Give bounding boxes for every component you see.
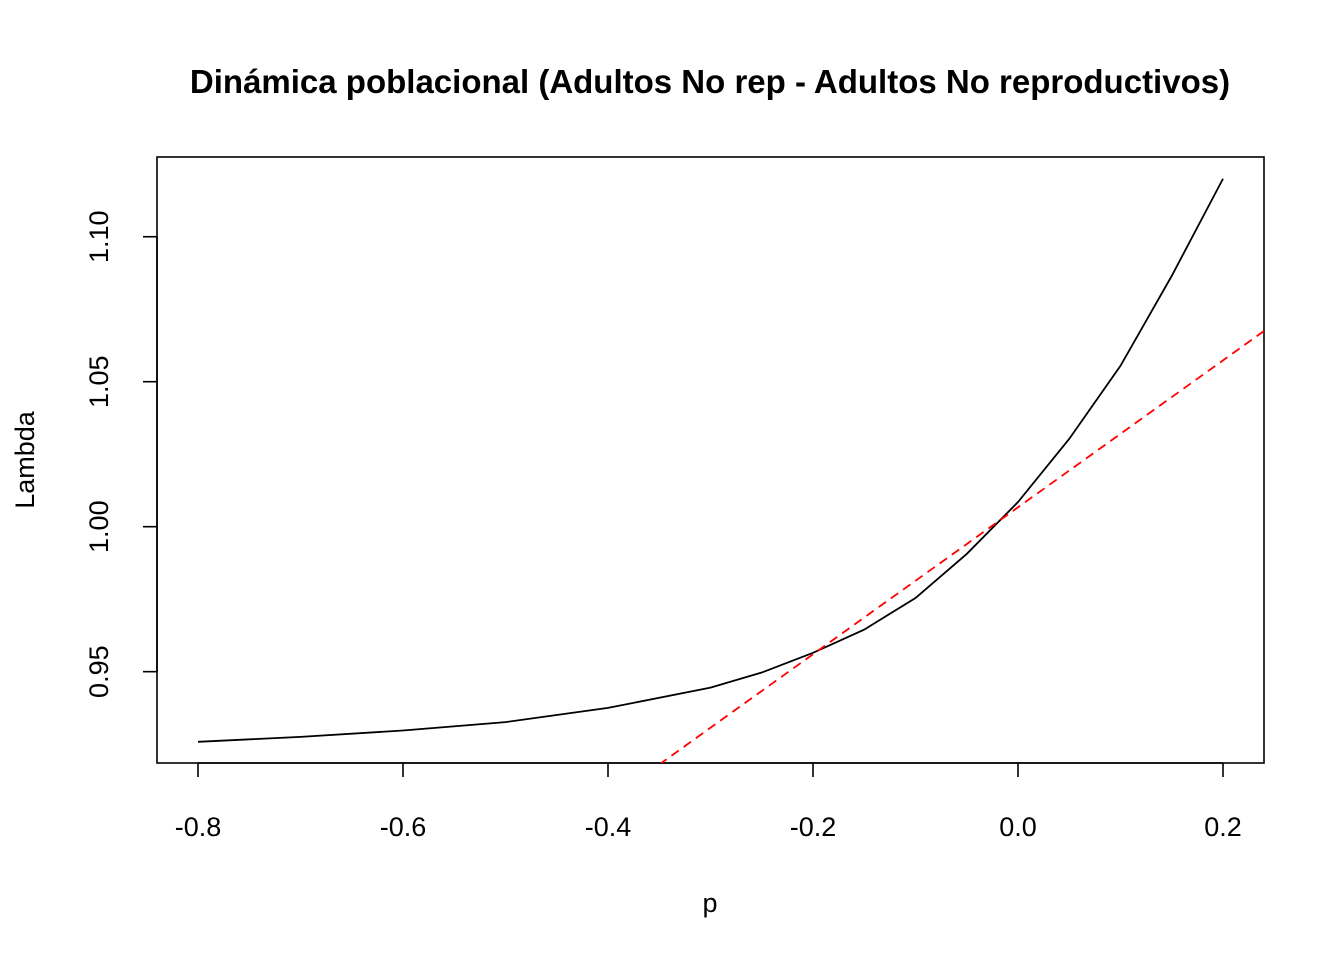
lambda-curve — [197, 178, 1224, 743]
plot-frame — [156, 156, 1265, 764]
x-tick-label: 0.2 — [1204, 812, 1242, 842]
y-tick-label: 0.95 — [84, 645, 114, 698]
x-tick-label: -0.6 — [380, 812, 427, 842]
x-axis: -0.8 -0.6 -0.4 -0.2 0.0 0.2 — [175, 762, 1242, 842]
tangent-line-dashed — [659, 330, 1264, 763]
y-axis-label: Lambda — [10, 410, 40, 509]
x-tick-label: -0.8 — [175, 812, 222, 842]
y-tick-label: 1.05 — [84, 355, 114, 408]
x-tick-label: -0.4 — [585, 812, 632, 842]
x-tick-label: -0.2 — [790, 812, 837, 842]
series-layer — [197, 178, 1264, 763]
y-axis: 0.95 1.00 1.05 1.10 — [84, 210, 158, 698]
x-axis-label: p — [702, 888, 717, 918]
y-tick-label: 1.00 — [84, 500, 114, 553]
chart-title: Dinámica poblacional (Adultos No rep - A… — [190, 63, 1230, 100]
y-tick-label: 1.10 — [84, 210, 114, 263]
x-tick-label: 0.0 — [999, 812, 1037, 842]
